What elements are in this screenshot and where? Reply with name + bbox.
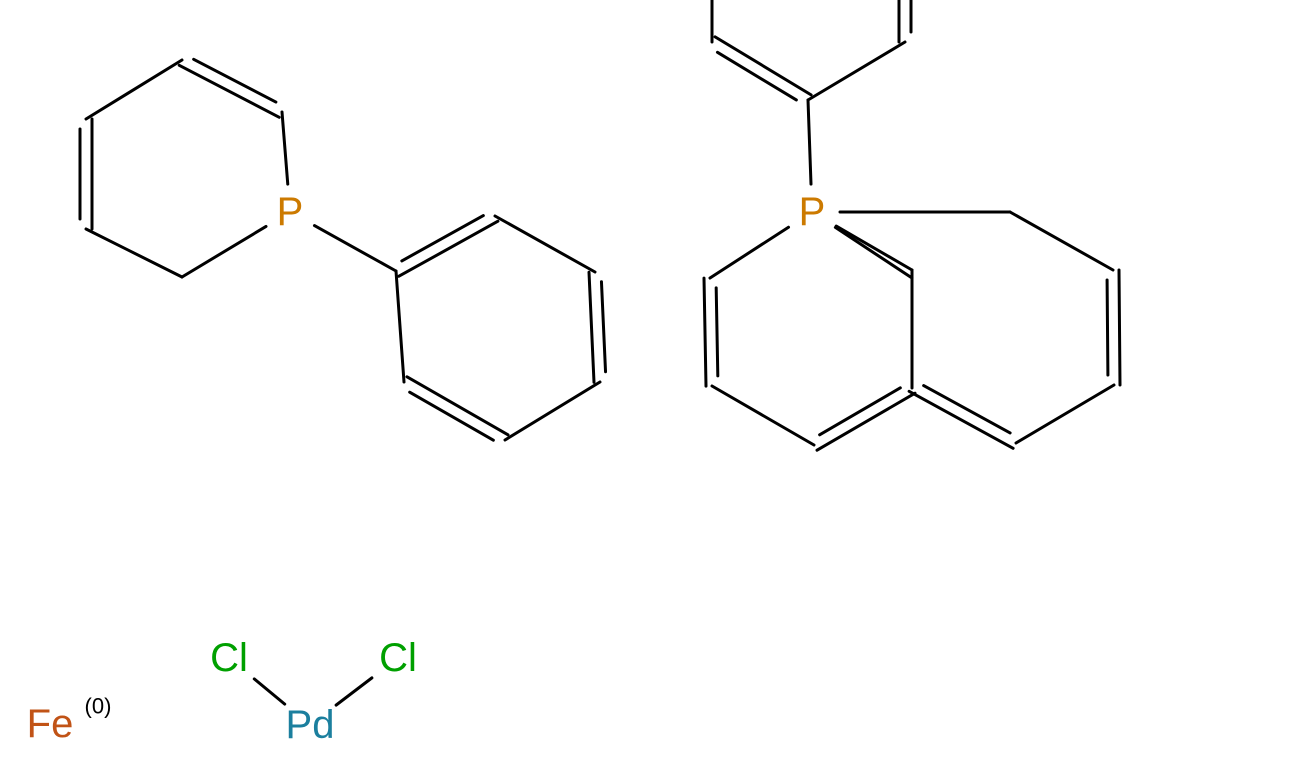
bond [716,288,718,376]
bond [182,226,266,277]
bond [399,221,498,276]
bond [835,227,912,278]
atom-label-p1: P [277,190,304,234]
atom-label-fe: Fe [27,702,74,746]
bond [1119,270,1120,385]
bond [1016,385,1114,443]
bond [808,100,811,184]
bond [336,678,372,705]
atom-label-cl1: Cl [379,636,417,680]
bond [808,42,905,100]
atom-label-p2: P [799,190,826,234]
bond [254,679,284,704]
bond [909,391,1013,448]
bond [179,65,279,117]
bond [589,272,594,382]
bond [712,386,814,445]
bond [1010,212,1113,270]
bond [715,37,811,95]
bond [396,271,404,382]
bond [710,227,788,278]
bond [407,377,508,435]
bond [86,60,182,119]
bond-layer [80,0,1120,705]
bond [717,52,796,100]
bond [817,393,915,450]
bond [495,216,595,272]
bond [836,226,912,270]
molecule-canvas: Pd Cl Cl Fe (0) P P [0,0,1306,765]
bond [282,112,288,184]
bond [601,282,605,372]
bond [924,386,1010,433]
atom-label-cl2: Cl [210,636,248,680]
atom-superscript-fe: (0) [85,694,112,719]
label-layer: Pd Cl Cl Fe (0) P P [27,190,826,747]
bond [314,226,396,271]
atom-label-pd: Pd [286,703,335,747]
bond [1107,280,1108,375]
bond [402,216,484,261]
bond [820,388,901,435]
bond [505,382,600,440]
bond [410,392,494,440]
bond [86,229,182,277]
bond [704,278,706,386]
